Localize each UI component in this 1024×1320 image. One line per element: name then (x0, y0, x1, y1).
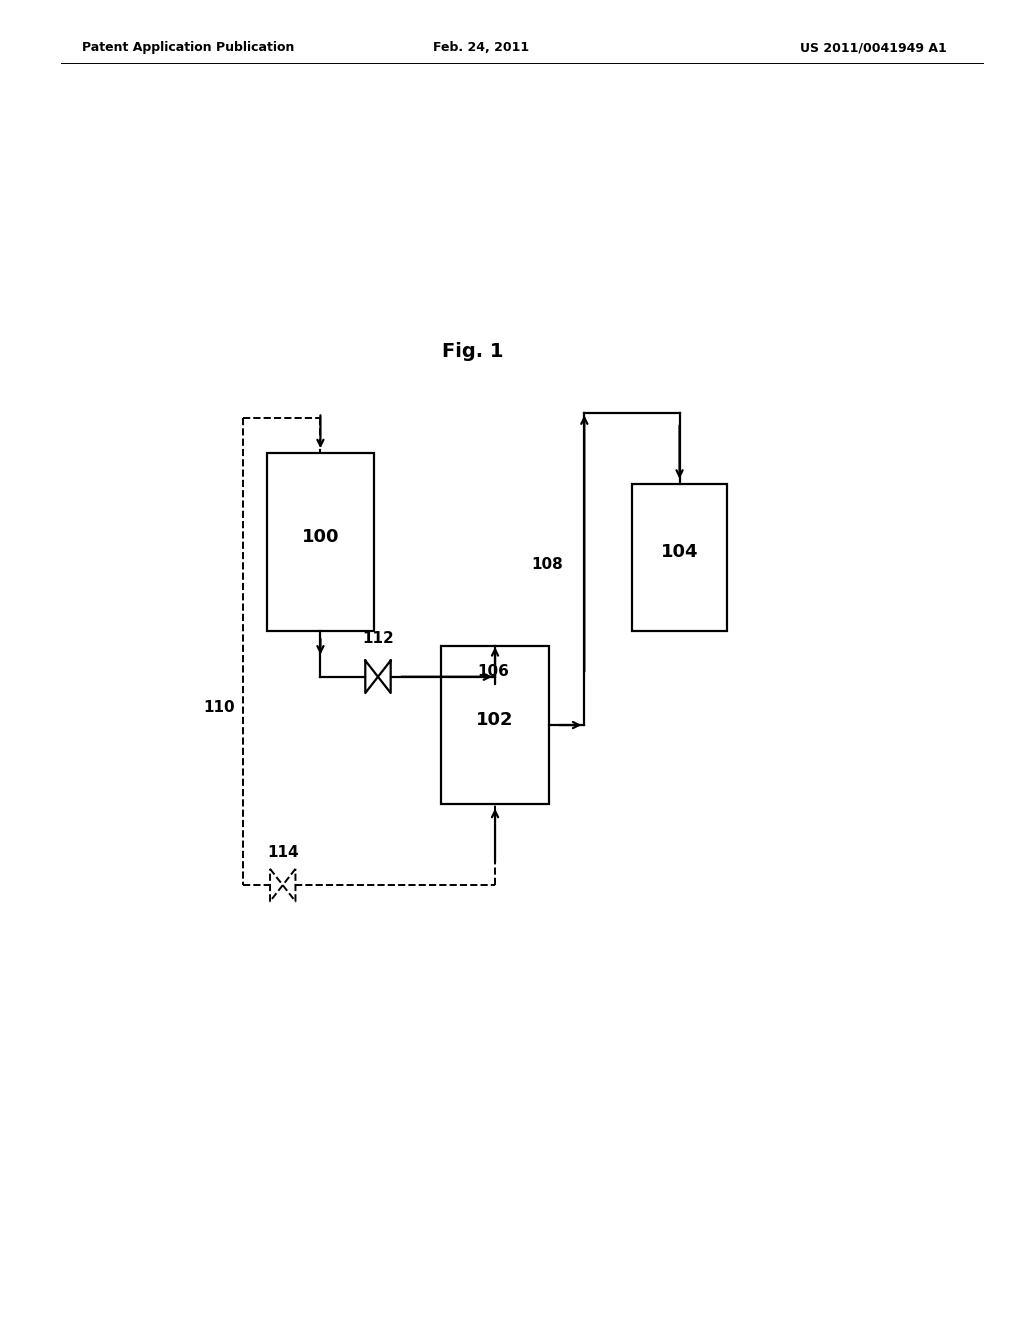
Bar (632, 483, 727, 631)
Text: 102: 102 (476, 711, 514, 729)
Bar (441, 647, 549, 804)
Text: 112: 112 (362, 631, 394, 647)
Text: 114: 114 (267, 845, 299, 859)
Text: 110: 110 (204, 700, 236, 714)
Text: Fig. 1: Fig. 1 (442, 342, 504, 360)
Text: 100: 100 (302, 528, 339, 546)
Bar (267, 453, 374, 631)
Text: 104: 104 (660, 544, 698, 561)
Text: 106: 106 (477, 664, 509, 680)
Text: Patent Application Publication: Patent Application Publication (82, 41, 294, 54)
Text: Feb. 24, 2011: Feb. 24, 2011 (433, 41, 529, 54)
Text: 108: 108 (531, 557, 563, 573)
Text: US 2011/0041949 A1: US 2011/0041949 A1 (801, 41, 947, 54)
